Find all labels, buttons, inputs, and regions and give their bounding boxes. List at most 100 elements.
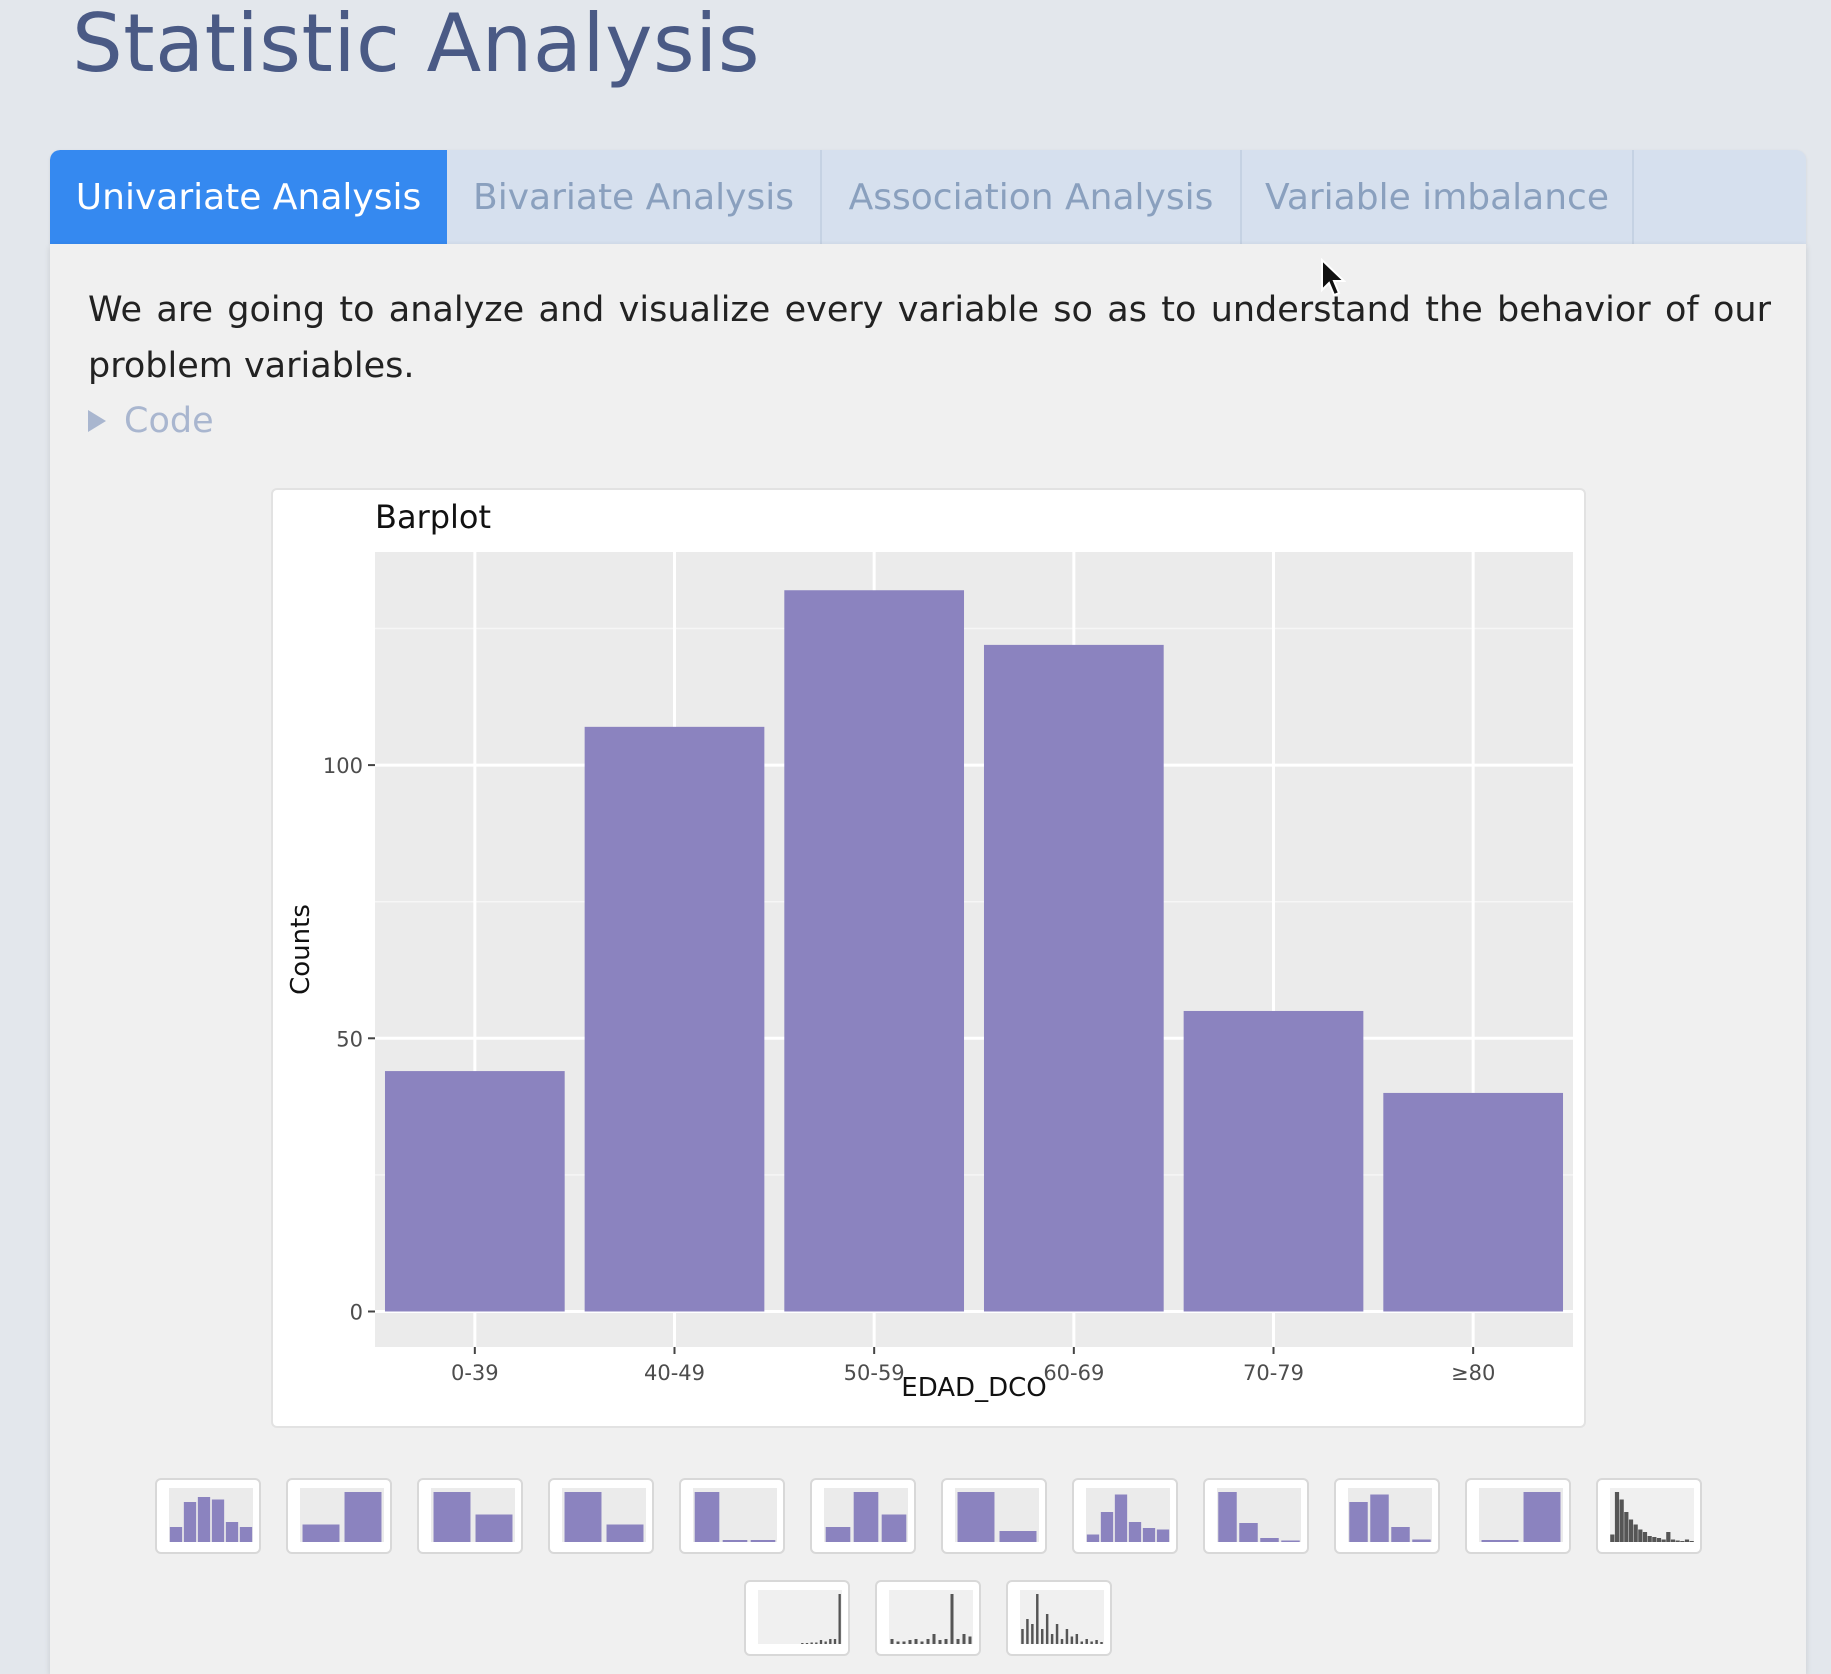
thumbnail-bar [1259, 1538, 1279, 1542]
thumbnail-bar [344, 1492, 381, 1542]
thumbnail-bar [950, 1594, 954, 1644]
bar-50-59 [784, 590, 965, 1312]
thumbnail-bar [1217, 1492, 1237, 1542]
thumb-15[interactable] [1006, 1580, 1112, 1656]
thumb-5[interactable] [678, 1478, 785, 1554]
thumbnail-bar [1642, 1532, 1647, 1542]
thumbnail-bar [1614, 1492, 1619, 1542]
thumbnail-bar [819, 1640, 823, 1644]
tab-bivariate-analysis[interactable]: Bivariate Analysis [447, 150, 822, 244]
thumb-12[interactable] [1595, 1478, 1702, 1554]
thumbnail-bar [1651, 1537, 1656, 1542]
chart-card: Barplot 0 50 100 0-39 40-49 50-59 60-69 70-79 ≥80… [271, 488, 1586, 1428]
thumb-13[interactable] [744, 1580, 850, 1656]
thumbnail-bar [1045, 1614, 1049, 1644]
thumbnail-bar [1114, 1494, 1127, 1542]
bar-40-49 [584, 726, 765, 1312]
thumbnail-bar [938, 1640, 942, 1644]
bar-≥80 [1383, 1092, 1564, 1312]
thumbnail-plot [692, 1488, 777, 1542]
thumbnail-plot [1085, 1488, 1170, 1542]
thumbnail-bar [1100, 1512, 1113, 1542]
thumb-9[interactable] [1202, 1478, 1309, 1554]
thumbnail-bar [1647, 1536, 1652, 1542]
page-title: Statistic Analysis [72, 0, 761, 90]
thumbnail-bar [829, 1639, 832, 1644]
thumb-10[interactable] [1333, 1478, 1440, 1554]
thumbnail-bar [1142, 1528, 1155, 1542]
thumb-14[interactable] [875, 1580, 981, 1656]
thumbnail-bar [1619, 1499, 1624, 1542]
thumbnail-bar [824, 1641, 827, 1644]
y-tick-label: 0 [350, 1300, 363, 1324]
thumbnail-bar [1095, 1640, 1098, 1644]
thumbnail-panel [758, 1590, 842, 1644]
tab-variable-imbalance[interactable]: Variable imbalance [1242, 150, 1634, 244]
thumbnail-bar [896, 1641, 900, 1644]
thumbnail-bar [1041, 1629, 1044, 1644]
bar-60-69 [983, 644, 1164, 1312]
thumb-8[interactable] [1071, 1478, 1178, 1554]
thumbnail-bar [169, 1527, 182, 1542]
thumbnail-bar [1086, 1534, 1099, 1542]
thumbnail-bar [722, 1540, 747, 1542]
thumbnail-bar [926, 1639, 930, 1644]
thumbnail-plot [889, 1590, 973, 1644]
y-axis-label: Counts [286, 904, 316, 995]
thumbnail-bar [1090, 1641, 1093, 1644]
thumbnail-row [50, 1580, 1806, 1656]
thumbnail-bar [1670, 1539, 1675, 1542]
thumbnail-bar [902, 1641, 906, 1644]
thumbnail-bar [1080, 1641, 1083, 1644]
thumbnail-bar [1628, 1519, 1633, 1542]
tab-association-analysis[interactable]: Association Analysis [822, 150, 1242, 244]
thumbnail-bar [1656, 1538, 1661, 1542]
thumbnail-bar [433, 1492, 470, 1542]
y-tick-label: 50 [336, 1027, 363, 1051]
thumbnail-plot [1478, 1488, 1563, 1542]
thumbnail-bar [944, 1639, 948, 1644]
thumbnail-plot [299, 1488, 384, 1542]
x-axis-label: EDAD_DCO [901, 1373, 1046, 1403]
thumbnail-bar [197, 1497, 210, 1542]
thumbnail-bar [825, 1527, 850, 1542]
x-tick-label: 70-79 [1243, 1361, 1304, 1385]
thumbnail-bar [956, 1639, 960, 1644]
thumb-11[interactable] [1464, 1478, 1571, 1554]
tab-univariate-analysis[interactable]: Univariate Analysis [50, 150, 447, 244]
thumbnail-bar [1026, 1619, 1029, 1644]
thumbnail-panel [889, 1590, 973, 1644]
thumbnail-bar [1523, 1492, 1560, 1542]
thumbnail-bar [1085, 1639, 1088, 1644]
thumbnail-bar [1633, 1524, 1638, 1542]
thumbnail-plot [758, 1590, 842, 1644]
thumbnail-bar [1684, 1539, 1689, 1542]
thumbnail-bar [1665, 1532, 1670, 1542]
thumbnail-bar [1675, 1540, 1680, 1542]
thumbnail-bar [211, 1499, 224, 1542]
chart-title: Barplot [375, 498, 491, 536]
thumbnail-bar [475, 1514, 512, 1542]
thumbnail-bar [606, 1524, 643, 1542]
thumbnail-bar [1411, 1539, 1431, 1542]
thumbnail-bar [1100, 1642, 1103, 1644]
thumbnail-bar [1689, 1541, 1694, 1542]
thumb-4[interactable] [547, 1478, 654, 1554]
disclosure-triangle-icon [88, 410, 106, 432]
thumbnail-bar [1348, 1502, 1368, 1542]
thumb-6[interactable] [809, 1478, 916, 1554]
thumbnail-plot [561, 1488, 646, 1542]
thumb-1[interactable] [154, 1478, 261, 1554]
thumb-3[interactable] [416, 1478, 523, 1554]
thumbnail-bar [1679, 1541, 1684, 1542]
code-toggle[interactable]: Code [88, 396, 214, 446]
thumbnail-bar [801, 1643, 804, 1644]
thumbnail-bar [881, 1514, 906, 1542]
thumb-2[interactable] [285, 1478, 392, 1554]
thumbnail-row [50, 1478, 1806, 1554]
thumbnail-plot [1020, 1590, 1104, 1644]
thumb-7[interactable] [940, 1478, 1047, 1554]
thumbnail-bar [1050, 1634, 1054, 1644]
thumbnail-bar [1060, 1639, 1064, 1644]
thumbnail-bar [1623, 1512, 1628, 1542]
